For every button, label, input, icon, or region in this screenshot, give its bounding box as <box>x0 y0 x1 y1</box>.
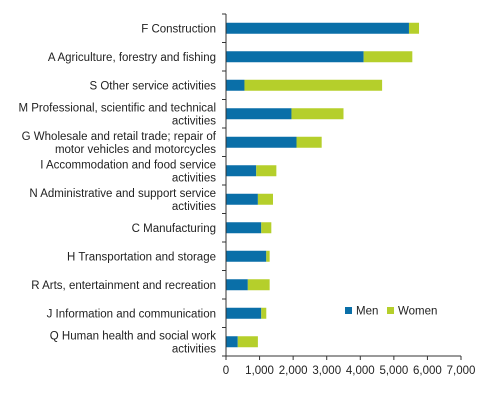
bar-men <box>226 193 258 205</box>
legend: Men Women <box>345 306 437 318</box>
category-label: G Wholesale and retail trade; repair of <box>22 131 217 143</box>
bar-men <box>226 279 248 291</box>
legend-label-men: Men <box>356 306 378 318</box>
bar-women <box>256 165 277 177</box>
x-tick-label: 1,000 <box>245 365 274 377</box>
bar-women <box>237 336 258 348</box>
bar-women <box>296 136 322 148</box>
bar-women <box>408 22 420 34</box>
x-tick-label: 3,000 <box>312 365 341 377</box>
x-tick-label: 6,000 <box>413 365 442 377</box>
bar-men <box>226 250 267 262</box>
legend-swatch-men <box>345 307 352 314</box>
bar-women <box>244 79 383 91</box>
x-tick-label: 0 <box>223 365 229 377</box>
bar-women <box>261 222 272 234</box>
category-label: J Information and communication <box>47 308 216 320</box>
category-label: N Administrative and support service <box>29 188 216 200</box>
legend-swatch-women <box>387 307 394 314</box>
bar-men <box>226 108 292 120</box>
x-axis-ticks: 0 1,000 2,000 3,000 4,000 5,000 6,000 7,000 <box>223 356 476 377</box>
bar-women <box>266 250 270 262</box>
bar-men <box>226 165 257 177</box>
bar-women <box>363 51 413 63</box>
category-labels: F Construction A Agriculture, forestry an… <box>18 13 226 357</box>
legend-label-women: Women <box>398 306 437 318</box>
category-label: activities <box>172 201 216 213</box>
bar-men <box>226 51 364 63</box>
category-label: activities <box>172 115 216 127</box>
category-label: H Transportation and storage <box>67 251 216 263</box>
category-label: A Agriculture, forestry and fishing <box>48 52 216 64</box>
bar-men <box>226 336 238 348</box>
category-label: activities <box>172 172 216 184</box>
category-label: C Manufacturing <box>132 223 216 235</box>
x-tick-label: 5,000 <box>379 365 408 377</box>
bars <box>226 22 420 348</box>
bar-women <box>247 279 270 291</box>
bar-men <box>226 307 262 319</box>
category-label: motor vehicles and motorcycles <box>55 144 216 156</box>
bar-men <box>226 22 409 34</box>
x-tick-label: 4,000 <box>346 365 375 377</box>
bar-women <box>261 307 267 319</box>
x-tick-label: 7,000 <box>447 365 476 377</box>
category-label: I Accommodation and food service <box>40 159 216 171</box>
x-tick-label: 2,000 <box>279 365 308 377</box>
category-label: S Other service activities <box>89 80 216 92</box>
bar-men <box>226 79 245 91</box>
category-label: Q Human health and social work <box>50 330 216 342</box>
bar-women <box>257 193 273 205</box>
bar-men <box>226 222 262 234</box>
category-label: F Construction <box>141 23 216 35</box>
category-label: activities <box>172 343 216 355</box>
bar-women <box>291 108 344 120</box>
bar-men <box>226 136 297 148</box>
category-label: M Professional, scientific and technical <box>18 102 216 114</box>
category-label: R Arts, entertainment and recreation <box>31 280 216 292</box>
